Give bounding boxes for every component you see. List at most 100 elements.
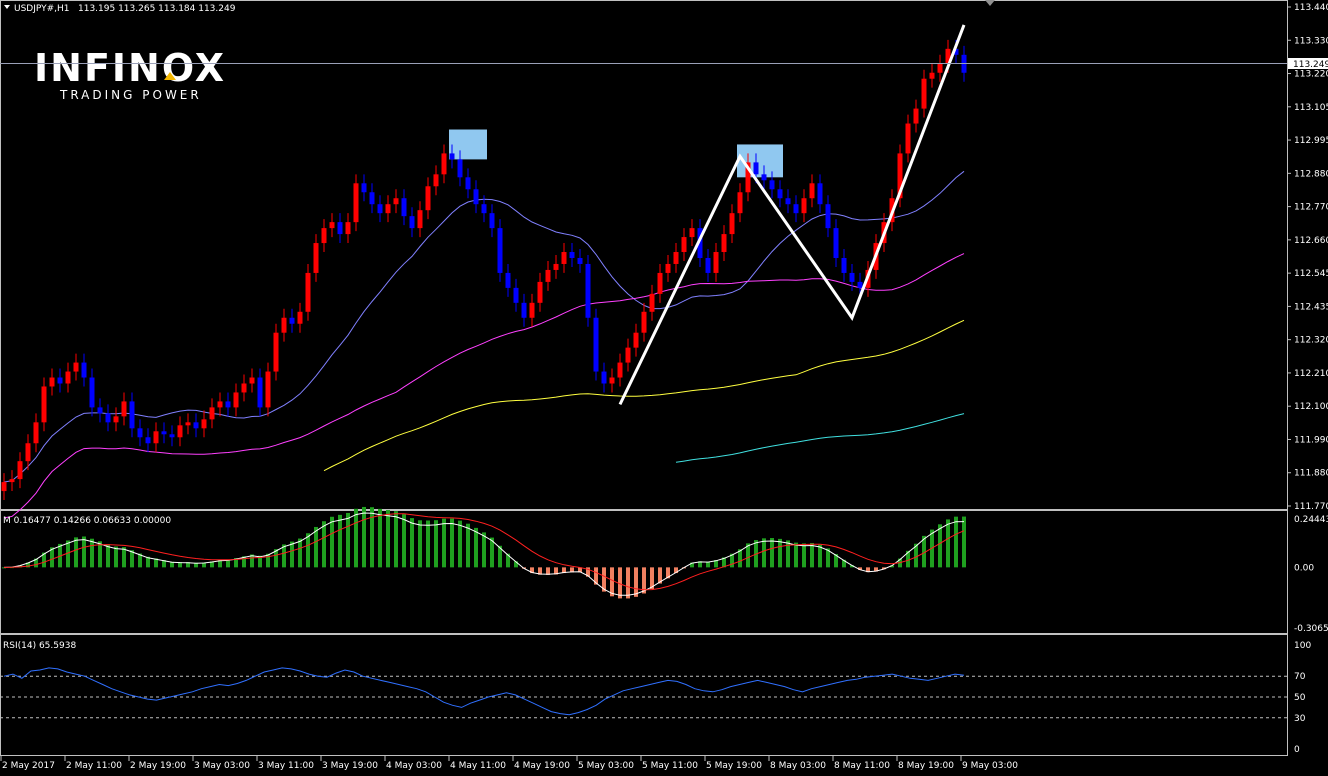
time-tick-label: 4 May 19:00 [514, 761, 570, 771]
candle-body [585, 263, 591, 318]
macd-bar [258, 555, 262, 568]
macd-bar [90, 538, 94, 568]
macd-bar [874, 567, 878, 572]
candle-body [937, 63, 943, 73]
macd-bar [394, 511, 398, 568]
macd-bar [66, 540, 70, 568]
macd-bar [482, 532, 486, 568]
macd-bar [106, 544, 110, 568]
candle-body [257, 377, 263, 408]
macd-bar [274, 549, 278, 568]
macd-bar [826, 548, 830, 568]
rsi-panel [0, 667, 1287, 719]
candle-body [521, 302, 527, 318]
macd-bar [498, 545, 502, 568]
candle-body [81, 362, 87, 378]
current-price-label: 113.249 [1293, 60, 1328, 70]
candle-body [777, 189, 783, 199]
macd-bar [402, 514, 406, 568]
candle-body [545, 269, 551, 282]
time-tick-label: 8 May 19:00 [898, 761, 954, 771]
candle-body [33, 422, 39, 444]
candle-body [505, 272, 511, 288]
candle-body [201, 419, 207, 429]
macd-bar [746, 543, 750, 568]
candle-body [345, 222, 351, 235]
time-tick-label: 5 May 03:00 [578, 761, 634, 771]
candle-body [313, 243, 319, 273]
macd-bar [194, 562, 198, 568]
candle-body [249, 377, 255, 384]
macd-bar [634, 567, 638, 597]
macd-bar [26, 562, 30, 568]
candle-body [105, 413, 111, 423]
candle-body [465, 177, 471, 190]
candle-body [241, 383, 247, 393]
macd-bar [330, 516, 334, 568]
macd-bar [946, 519, 950, 568]
triangle-down-icon[interactable] [4, 5, 10, 9]
macd-bar [42, 552, 46, 568]
candle-body [401, 198, 407, 217]
macd-label: M 0.16477 0.14266 0.06633 0.00000 [3, 516, 171, 526]
candle-body [713, 252, 719, 273]
macd-bar [546, 567, 550, 575]
price-tick-label: 113.220 [1294, 70, 1328, 80]
macd-bar [882, 567, 886, 570]
ohlc-values: 113.195 113.265 113.184 113.249 [78, 4, 236, 14]
candle-body [169, 434, 175, 438]
candle-body [809, 183, 815, 199]
time-tick-label: 8 May 03:00 [770, 761, 826, 771]
macd-bar [162, 560, 166, 568]
candle-body [361, 183, 367, 193]
pattern-line [618, 24, 966, 406]
price-panel [1, 24, 967, 519]
macd-bar [234, 558, 238, 568]
logo-tagline: TRADING POWER [59, 88, 202, 102]
price-tick-label: 112.210 [1294, 369, 1328, 379]
macd-bar [146, 556, 150, 568]
macd-bar [306, 533, 310, 568]
macd-bar [346, 512, 350, 568]
candle-body [417, 210, 423, 229]
candle-body [121, 401, 127, 417]
macd-bar [2, 567, 6, 569]
candle-body [761, 174, 767, 181]
macd-bar [266, 553, 270, 568]
candle-body [905, 123, 911, 154]
axes: 113.440 113.330 113.220 113.105 112.995 112.8… [0, 3, 1328, 771]
candle-body [673, 252, 679, 264]
candle-body [177, 425, 183, 438]
rsi-label: RSI(14) 65.5938 [3, 641, 76, 651]
time-tick-label: 4 May 03:00 [386, 761, 442, 771]
panel-frames [0, 0, 1288, 756]
candle-body [49, 377, 55, 387]
candle-body [945, 48, 951, 64]
time-tick-label: 3 May 11:00 [258, 761, 314, 771]
shift-marker-icon[interactable] [985, 0, 995, 6]
price-tick-label: 112.435 [1294, 302, 1328, 312]
price-tick-label: 113.330 [1294, 36, 1328, 46]
macd-bar [722, 557, 726, 568]
macd-bar [578, 567, 582, 573]
moving-average-line [675, 413, 965, 463]
macd-bar [834, 554, 838, 568]
candle-body [393, 198, 399, 205]
candle-body [25, 443, 31, 462]
macd-bar [714, 560, 718, 568]
macd-bar [554, 567, 558, 575]
rsi-tick-label: 70 [1294, 672, 1306, 682]
macd-bar [322, 521, 326, 568]
candle-body [225, 401, 231, 408]
time-tick-label: 2 May 11:00 [66, 761, 122, 771]
macd-bar [18, 565, 22, 568]
macd-bar [338, 514, 342, 568]
candle-body [17, 461, 23, 480]
macd-bar [378, 508, 382, 568]
candle-body [233, 392, 239, 408]
candle-body [97, 407, 103, 414]
macd-bar [698, 561, 702, 568]
candle-body [897, 153, 903, 199]
candle-body [137, 428, 143, 438]
